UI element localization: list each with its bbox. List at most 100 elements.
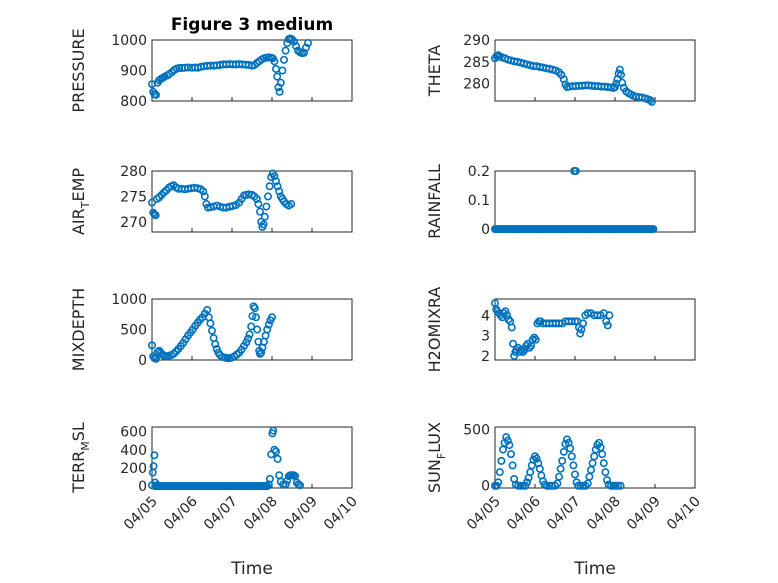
data-series bbox=[490, 433, 625, 490]
data-point bbox=[269, 426, 278, 435]
y-tick-label: 0 bbox=[481, 479, 490, 495]
data-series bbox=[148, 34, 312, 99]
subplot-mixdepth: 0 500 1000 MIXDEPTH bbox=[69, 288, 353, 371]
data-point bbox=[569, 461, 578, 470]
data-point bbox=[558, 456, 567, 465]
data-point bbox=[646, 96, 655, 105]
y-tick-label: 0.2 bbox=[468, 164, 490, 180]
data-point bbox=[252, 194, 261, 203]
data-point bbox=[275, 87, 284, 96]
data-point bbox=[570, 470, 579, 479]
x-tick-label: 04/09 bbox=[624, 494, 664, 534]
data-point bbox=[289, 37, 298, 46]
data-point bbox=[200, 192, 209, 201]
subplot-h2omixra: 2 3 4 H2OMIXRA bbox=[425, 287, 696, 372]
data-point bbox=[494, 51, 503, 60]
data-point bbox=[571, 167, 580, 176]
data-point bbox=[208, 326, 217, 335]
data-point bbox=[244, 334, 253, 343]
data-point bbox=[567, 452, 576, 461]
y-tick-label: 1000 bbox=[111, 33, 147, 49]
y-tick-label: 275 bbox=[120, 189, 147, 205]
data-point bbox=[599, 459, 608, 468]
data-point bbox=[495, 468, 504, 477]
data-point bbox=[615, 65, 624, 74]
axes-box bbox=[151, 170, 353, 233]
subplot-air-temp: 270 275 280 AIRTEMP bbox=[69, 164, 353, 235]
y-tick-label: 0 bbox=[481, 222, 490, 238]
data-point bbox=[148, 341, 157, 350]
data-point bbox=[556, 464, 565, 473]
data-point bbox=[295, 481, 304, 490]
data-series bbox=[148, 302, 276, 363]
y-axis-label: RAINFALL bbox=[425, 164, 444, 239]
data-point bbox=[150, 451, 159, 460]
y-tick-label: 800 bbox=[120, 94, 147, 110]
subplot-pressure: 800 900 1000 PRESSURE bbox=[69, 28, 353, 113]
data-point bbox=[532, 454, 541, 463]
x-tick-label: 04/08 bbox=[584, 494, 624, 534]
data-point bbox=[149, 462, 158, 471]
x-tick-label: 04/07 bbox=[201, 494, 241, 534]
data-point bbox=[254, 337, 263, 346]
subplot-rainfall: 0 0.1 0.2 RAINFALL bbox=[425, 164, 696, 239]
data-point bbox=[301, 43, 310, 52]
y-tick-label: 500 bbox=[463, 422, 490, 438]
data-point bbox=[151, 211, 160, 220]
y-tick-label: 0 bbox=[138, 479, 147, 495]
data-point bbox=[245, 330, 254, 339]
data-point bbox=[265, 474, 274, 483]
data-series bbox=[148, 426, 304, 491]
data-point bbox=[602, 476, 611, 485]
data-point bbox=[522, 478, 531, 487]
data-point bbox=[649, 225, 658, 234]
data-point bbox=[494, 478, 503, 487]
data-point bbox=[610, 83, 619, 92]
data-point bbox=[505, 441, 514, 450]
x-tick-label: 04/05 bbox=[464, 494, 504, 534]
data-point bbox=[508, 339, 517, 348]
y-axis-label: THETA bbox=[425, 45, 444, 97]
data-point bbox=[273, 182, 282, 191]
x-axis-label-right: Time bbox=[573, 559, 616, 579]
data-point bbox=[206, 319, 215, 328]
data-point bbox=[271, 447, 280, 456]
y-axis-label: MIXDEPTH bbox=[69, 288, 88, 371]
x-tick-label: 04/05 bbox=[121, 494, 161, 534]
data-point bbox=[152, 90, 161, 99]
data-point bbox=[616, 481, 625, 490]
data-point bbox=[503, 436, 512, 445]
data-point bbox=[601, 468, 610, 477]
y-tick-label: 285 bbox=[463, 55, 490, 71]
y-tick-label: 600 bbox=[120, 425, 147, 441]
data-series bbox=[490, 299, 614, 360]
figure-title: Figure 3 medium bbox=[171, 15, 333, 35]
y-tick-label: 4 bbox=[481, 308, 490, 324]
data-point bbox=[262, 202, 271, 211]
data-point bbox=[647, 97, 656, 106]
y-tick-label: 2 bbox=[481, 349, 490, 365]
data-point bbox=[270, 445, 279, 454]
axes-box bbox=[494, 170, 696, 233]
data-point bbox=[265, 182, 274, 191]
data-point bbox=[566, 444, 575, 453]
subplot-terr-msl: 0 200 400 600 04/05 04/06 04/07 04/08 04/09 04/10… bbox=[69, 422, 361, 533]
data-point bbox=[279, 55, 288, 64]
y-axis-label: SUNFLUX bbox=[425, 422, 448, 493]
y-tick-label: 290 bbox=[463, 33, 490, 49]
data-series bbox=[490, 51, 656, 106]
data-point bbox=[605, 311, 614, 320]
data-point bbox=[259, 220, 268, 229]
data-point bbox=[252, 313, 261, 322]
y-tick-label: 280 bbox=[463, 77, 490, 93]
data-point bbox=[273, 72, 282, 81]
y-tick-label: 500 bbox=[120, 323, 147, 339]
data-point bbox=[559, 447, 568, 456]
data-point bbox=[250, 304, 259, 313]
x-tick-label: 04/06 bbox=[504, 493, 544, 533]
axes-box bbox=[494, 426, 696, 489]
x-tick-label: 04/07 bbox=[544, 494, 584, 534]
x-axis-label-left: Time bbox=[230, 559, 273, 579]
data-point bbox=[275, 187, 284, 196]
data-point bbox=[248, 312, 257, 321]
